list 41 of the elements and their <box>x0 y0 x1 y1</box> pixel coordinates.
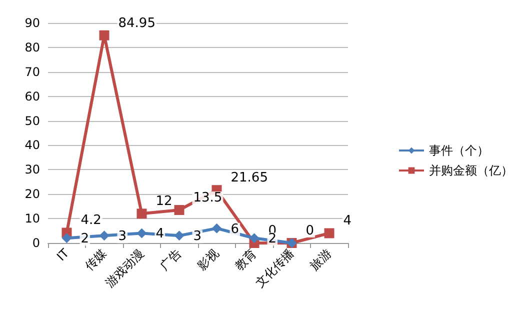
point <box>99 30 110 40</box>
y-tick-label: 30 <box>24 162 40 177</box>
point <box>136 208 147 219</box>
data-label: 84.95 <box>118 16 156 31</box>
y-tick-label: 40 <box>24 138 40 152</box>
point <box>212 223 222 234</box>
y-tick-label: 80 <box>24 40 40 54</box>
y-tick-label: 90 <box>24 16 40 30</box>
y-tick-label: 70 <box>24 64 40 79</box>
point <box>174 230 184 241</box>
point <box>62 233 72 244</box>
data-label: 0 <box>306 224 314 238</box>
legend-label: 事件（个） <box>429 144 489 158</box>
data-label: 13.5 <box>193 190 222 206</box>
y-tick-label: 10 <box>24 212 40 226</box>
data-label: 4 <box>156 226 164 242</box>
data-label: 2 <box>268 232 277 247</box>
data-label: 3 <box>118 229 127 244</box>
point <box>174 205 184 215</box>
y-tick-label: 0 <box>32 236 40 250</box>
point <box>136 228 147 238</box>
x-tick-label: 影视 <box>194 246 222 273</box>
point <box>324 228 334 238</box>
y-tick-label: 60 <box>24 89 40 104</box>
point <box>99 230 110 241</box>
data-label: 2 <box>80 232 90 247</box>
y-tick-label: 20 <box>24 187 40 202</box>
y-tick-label: 50 <box>24 114 40 128</box>
data-label: 6 <box>230 222 240 237</box>
data-label: 4.2 <box>80 213 102 228</box>
x-tick-label: 广告 <box>157 246 184 273</box>
data-label: 4 <box>343 214 352 229</box>
x-tick-label: 旅游 <box>307 246 334 273</box>
x-tick-label: IT <box>54 246 72 264</box>
data-label: 3 <box>193 229 202 244</box>
point <box>249 233 260 244</box>
data-label: 21.65 <box>230 170 268 186</box>
x-tick-label: 传媒 <box>82 246 110 273</box>
data-label: 12 <box>156 194 172 210</box>
legend-label: 并购金额（亿） <box>429 164 513 178</box>
x-tick-label: 教育 <box>232 246 260 273</box>
